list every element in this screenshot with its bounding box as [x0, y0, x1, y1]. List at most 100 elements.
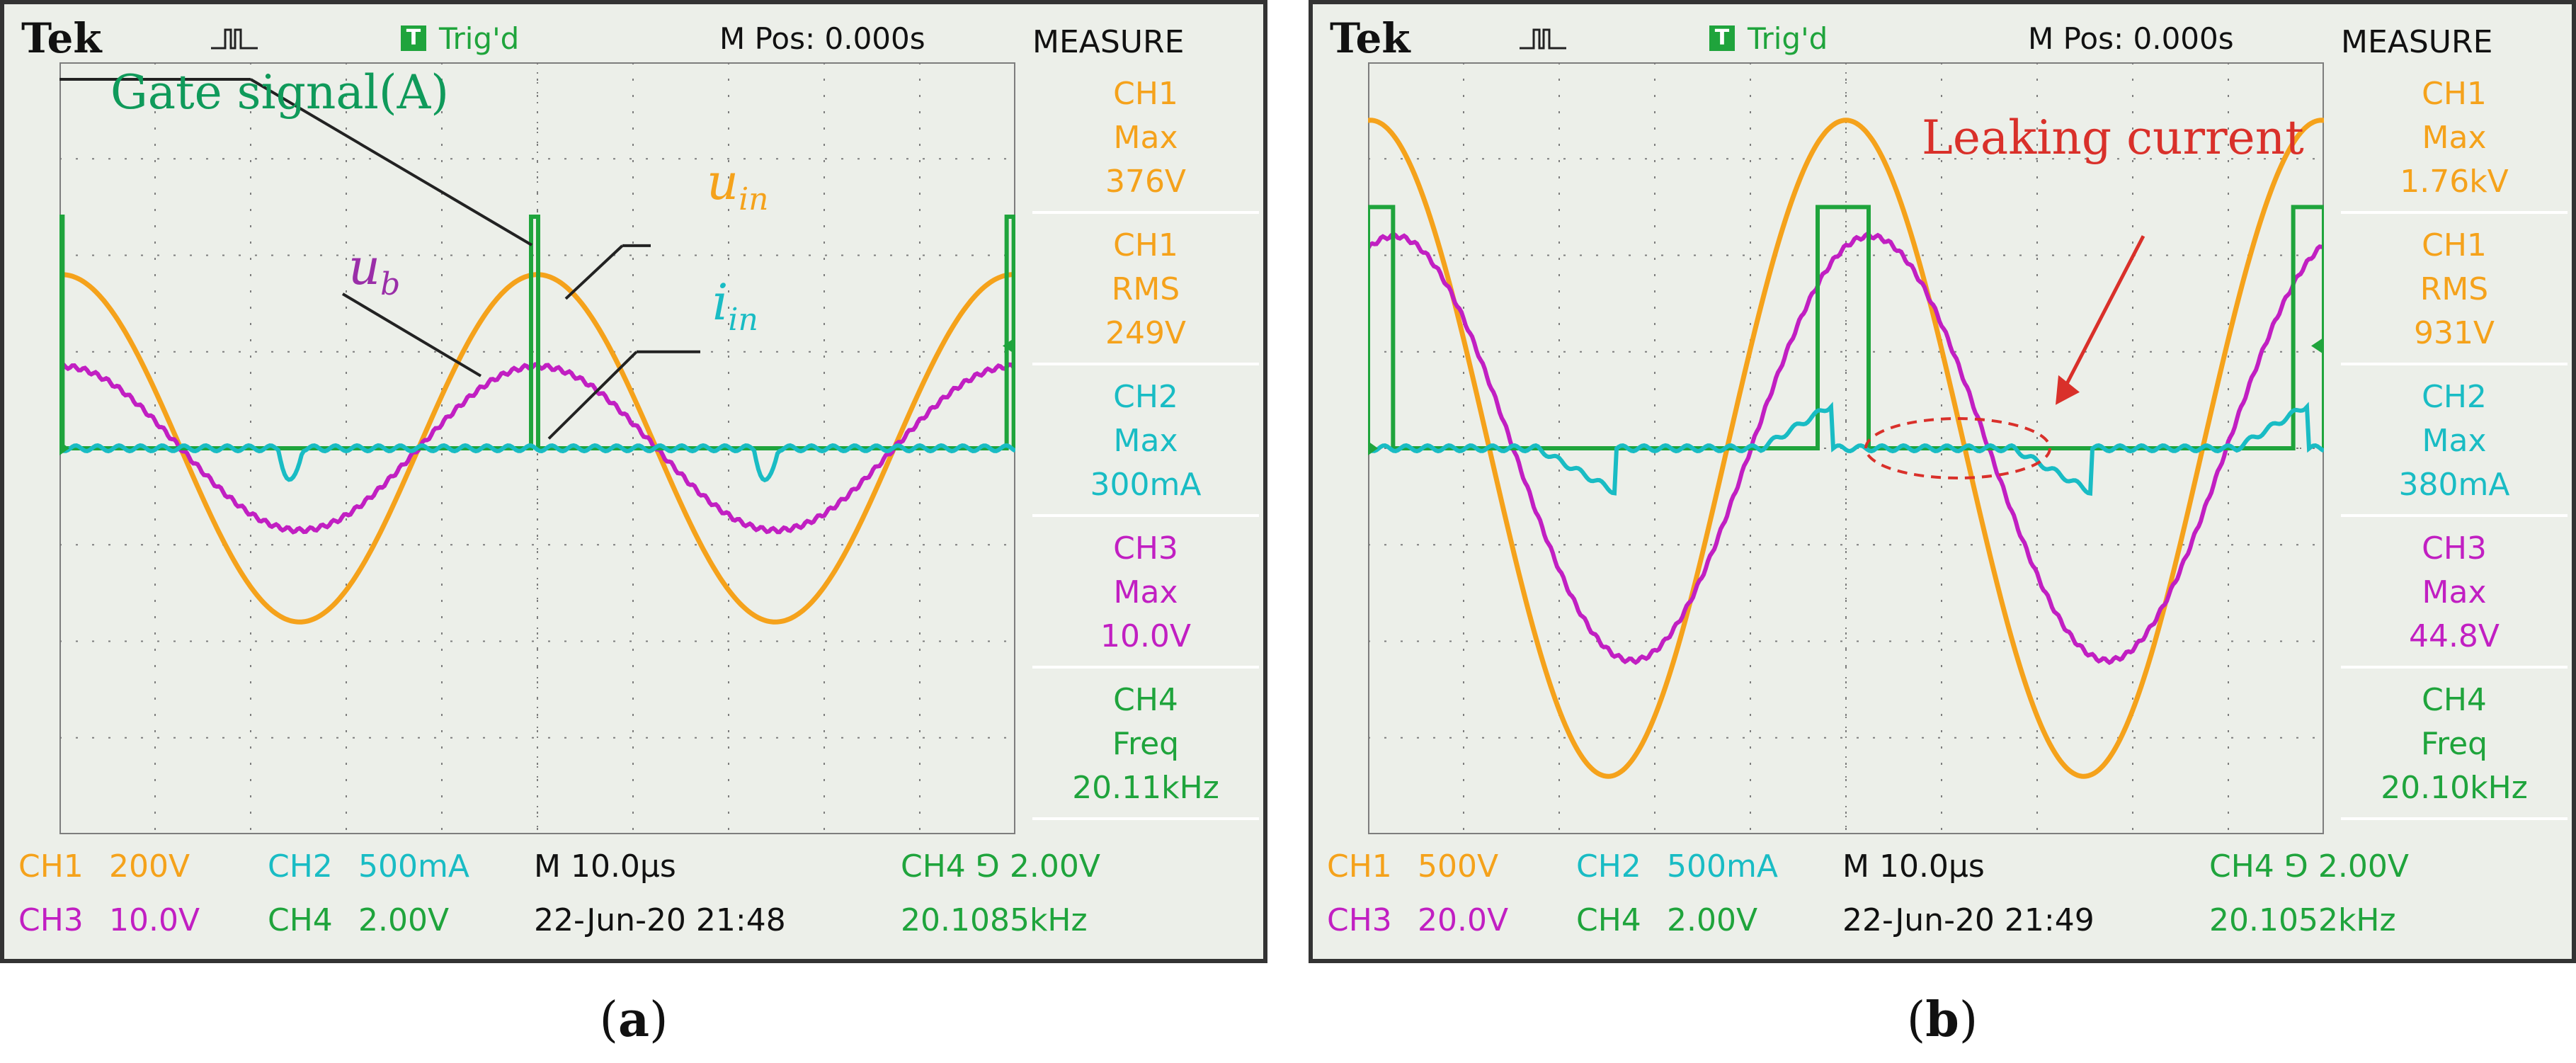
panel-a: Tek T Trig'd M Pos: 0.000s MEASURE CH1 Ma…	[0, 0, 1267, 1063]
timestamp: 22-Jun-20 21:48	[534, 902, 786, 938]
trigger-level-marker	[1003, 337, 1015, 355]
ch-ref-marker	[59, 441, 69, 455]
trigger-status: Trig'd	[439, 21, 520, 56]
measurement-type: RMS	[1111, 271, 1180, 307]
ch3-scale: 20.0V	[1418, 902, 1509, 938]
u-b-leader-line	[341, 292, 482, 377]
ch4-scale: 2.00V	[358, 902, 450, 938]
scope-footer-a: CH1 200V CH2 500mA M 10.0µs CH4 ⅁ 2.00V …	[4, 841, 1265, 962]
measure-title: MEASURE	[1032, 24, 1185, 60]
u-in-annotation: uin	[707, 153, 769, 217]
m-pos-readout: M Pos: 0.000s	[2028, 21, 2234, 56]
measure-title: MEASURE	[2341, 24, 2493, 60]
ch3-u-b-trace	[1368, 231, 2324, 666]
ch2-i-in-trace	[59, 443, 1015, 483]
ch4-label: CH4	[1576, 902, 1641, 938]
ch2-label: CH2	[268, 848, 333, 885]
measurement-type: Max	[1113, 423, 1178, 459]
leaking-current-annotation: Leaking current	[1922, 110, 2304, 165]
brand-label: Tek	[1330, 14, 1410, 62]
ch3-label: CH3	[1327, 902, 1392, 938]
measurement-value: 20.10kHz	[2381, 770, 2528, 806]
measurement-value: 10.0V	[1100, 618, 1192, 654]
ch3-label: CH3	[18, 902, 84, 938]
measurement-channel: CH3	[2422, 530, 2487, 567]
measurement-channel: CH3	[1113, 530, 1178, 567]
measurement-box: CH3 Max 10.0V	[1032, 517, 1259, 669]
i-in-annotation: iin	[712, 273, 758, 338]
measurement-value: 300mA	[1090, 467, 1202, 503]
measurement-type: Freq	[2420, 726, 2488, 762]
measurement-value: 20.11kHz	[1072, 770, 1219, 806]
leaking-current-ellipse	[1864, 417, 2051, 479]
scope-footer-b: CH1 500V CH2 500mA M 10.0µs CH4 ⅁ 2.00V …	[1313, 841, 2573, 962]
measurement-type: Max	[2422, 120, 2487, 156]
measurement-type: Max	[1113, 120, 1178, 156]
scope-screen-a: Tek T Trig'd M Pos: 0.000s MEASURE CH1 Ma…	[0, 0, 1267, 963]
measurement-type: Max	[1113, 574, 1178, 610]
measurement-box: CH3 Max 44.8V	[2341, 517, 2568, 669]
measurement-box: CH2 Max 380mA	[2341, 365, 2568, 517]
ch4-scale: 2.00V	[1667, 902, 1758, 938]
m-pos-readout: M Pos: 0.000s	[719, 21, 925, 56]
gate-signal-annotation: Gate signal(A)	[110, 65, 449, 120]
scope-header-a: Tek T Trig'd M Pos: 0.000s	[4, 4, 1017, 62]
trigger-level: CH4 ⅁ 2.00V	[2209, 848, 2409, 885]
u-b-annotation: ub	[348, 238, 401, 302]
measurement-channel: CH2	[2422, 379, 2487, 415]
measurement-value: 1.76kV	[2400, 164, 2509, 200]
measurement-box: CH2 Max 300mA	[1032, 365, 1259, 517]
measurement-box: CH1 Max 1.76kV	[2341, 62, 2568, 214]
ch3-scale: 10.0V	[109, 902, 200, 938]
ch1-scale: 200V	[109, 848, 190, 885]
waveform-plot-a	[59, 62, 1015, 834]
measurement-box: CH4 Freq 20.11kHz	[1032, 669, 1259, 820]
u-in-leader-line	[564, 244, 624, 300]
timebase: M 10.0µs	[1842, 848, 1985, 885]
i-in-leader-line	[547, 351, 638, 440]
measurement-value: 376V	[1105, 164, 1187, 200]
timebase: M 10.0µs	[534, 848, 676, 885]
measurement-box: CH1 RMS 249V	[1032, 214, 1259, 365]
measurement-channel: CH1	[2422, 76, 2487, 112]
ch1-label: CH1	[1327, 848, 1392, 885]
measurement-value: 931V	[2413, 315, 2495, 351]
measurement-value: 249V	[1105, 315, 1187, 351]
measurement-channel: CH4	[2422, 682, 2487, 718]
measurement-type: Max	[2422, 574, 2487, 610]
measurement-type: Freq	[1112, 726, 1180, 762]
ch1-label: CH1	[18, 848, 84, 885]
ch4-gate-signal-trace	[59, 215, 1015, 450]
measurement-box: CH4 Freq 20.10kHz	[2341, 669, 2568, 820]
measurement-channel: CH1	[1113, 227, 1178, 263]
waveform-plot-b	[1368, 62, 2324, 834]
caption-a: (a)	[599, 991, 668, 1048]
measurement-type: RMS	[2420, 271, 2489, 307]
brand-label: Tek	[21, 14, 102, 62]
ch4-gate-signal-trace	[1368, 205, 2324, 450]
ch2-label: CH2	[1576, 848, 1641, 885]
measurement-box: CH1 RMS 931V	[2341, 214, 2568, 365]
ch-ref-marker	[1368, 441, 1378, 455]
measurement-value: 44.8V	[2408, 618, 2500, 654]
panel-b: Tek T Trig'd M Pos: 0.000s MEASURE CH1 Ma…	[1309, 0, 2576, 1063]
trigger-status: Trig'd	[1748, 21, 1828, 56]
trigger-level-marker	[2311, 337, 2324, 355]
ch4-label: CH4	[268, 902, 333, 938]
leaking-current-arrow	[2056, 235, 2145, 402]
ch2-scale: 500mA	[358, 848, 469, 885]
trigger-frequency: 20.1052kHz	[2209, 902, 2396, 938]
measurement-panel-b: CH1 Max 1.76kV CH1 RMS 931V CH2 Max 380mA CH3 Max 4…	[2341, 62, 2568, 820]
ch2-scale: 500mA	[1667, 848, 1778, 885]
trigger-icon: T	[401, 25, 426, 51]
caption-b: (b)	[1906, 991, 1978, 1048]
trigger-frequency: 20.1085kHz	[901, 902, 1088, 938]
measurement-channel: CH1	[2422, 227, 2487, 263]
measurement-value: 380mA	[2398, 467, 2510, 503]
ch2-i-in-trace	[1368, 402, 2324, 496]
measurement-channel: CH4	[1113, 682, 1178, 718]
pulse-icon	[211, 28, 258, 50]
scope-header-b: Tek T Trig'd M Pos: 0.000s	[1313, 4, 2325, 62]
leaking-current-arrowhead	[2056, 375, 2080, 405]
trigger-level: CH4 ⅁ 2.00V	[901, 848, 1100, 885]
